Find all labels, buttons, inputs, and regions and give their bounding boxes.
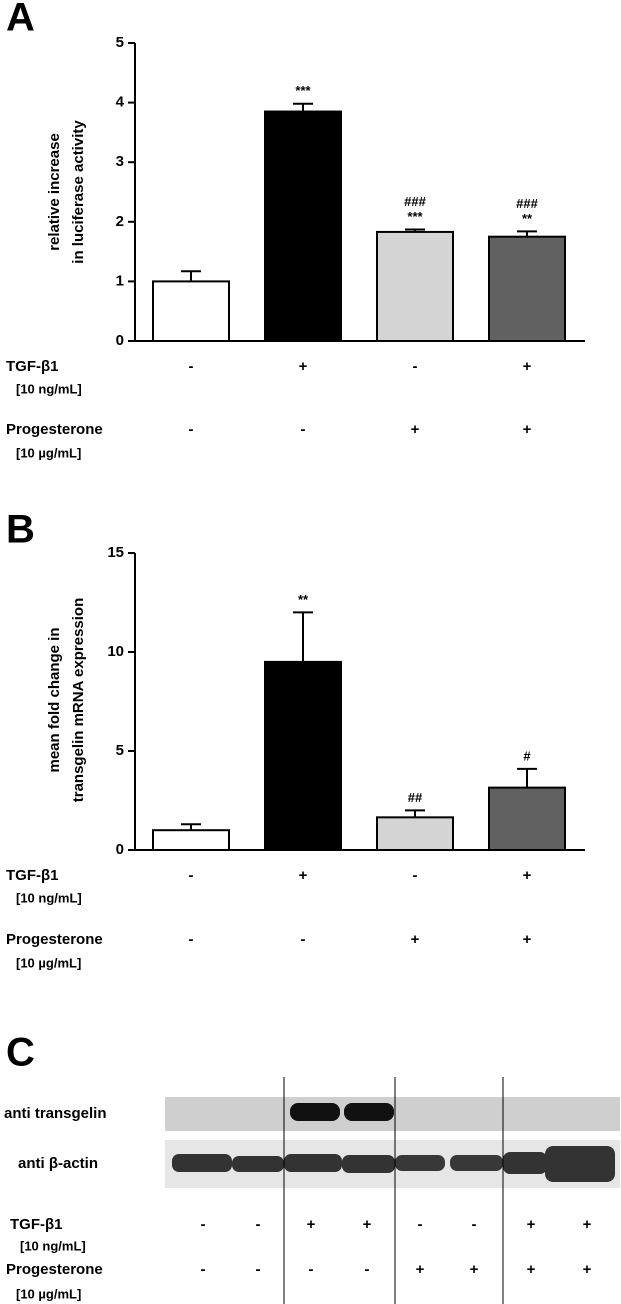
blot-band — [503, 1152, 547, 1174]
condition-sign: + — [363, 1216, 372, 1233]
condition-sign: - — [201, 1216, 206, 1233]
bar — [488, 786, 566, 852]
blot — [165, 1077, 620, 1304]
y-axis-label: relative increase — [46, 133, 63, 251]
significance: # — [523, 748, 531, 763]
y-axis-label: mean fold change in — [46, 627, 63, 772]
bar — [152, 280, 230, 342]
y-tick-label: 1 — [116, 272, 124, 289]
blot-band — [545, 1146, 615, 1182]
condition-sign: + — [416, 1261, 425, 1278]
condition-sign: - — [309, 1261, 314, 1278]
y-tick-label: 15 — [107, 544, 124, 561]
condition-name: TGF-β1 — [6, 358, 59, 375]
condition-sign: + — [527, 1216, 536, 1233]
y-tick-label: 5 — [116, 34, 124, 51]
condition-dose: [10 µg/mL] — [16, 445, 81, 460]
significance: ** — [522, 211, 533, 226]
condition-sign: + — [583, 1261, 592, 1278]
condition-name: Progesterone — [6, 1261, 103, 1278]
bar — [376, 230, 454, 343]
blot-band — [290, 1103, 340, 1121]
blot-band — [284, 1154, 342, 1172]
condition-sign: + — [523, 867, 532, 884]
condition-sign: - — [201, 1261, 206, 1278]
condition-sign: + — [470, 1261, 479, 1278]
condition-sign: - — [301, 421, 306, 438]
significance: *** — [407, 209, 423, 224]
y-tick-label: 4 — [116, 94, 125, 111]
condition-sign: + — [583, 1216, 592, 1233]
condition-sign: - — [189, 867, 194, 884]
y-tick-label: 10 — [107, 643, 124, 660]
condition-sign: - — [413, 867, 418, 884]
condition-dose: [10 ng/mL] — [16, 381, 82, 396]
condition-sign: + — [523, 421, 532, 438]
blot-band — [395, 1155, 445, 1171]
row-label: anti transgelin — [4, 1105, 107, 1122]
condition-sign: - — [413, 358, 418, 375]
y-tick-label: 2 — [116, 213, 124, 230]
bar — [376, 816, 454, 852]
condition-sign: - — [418, 1216, 423, 1233]
y-tick-label: 0 — [116, 332, 124, 349]
bar — [152, 829, 230, 852]
condition-sign: + — [527, 1261, 536, 1278]
condition-sign: - — [189, 358, 194, 375]
condition-dose: [10 µg/mL] — [16, 1286, 81, 1301]
condition-sign: - — [256, 1261, 261, 1278]
condition-sign: + — [307, 1216, 316, 1233]
y-axis-label: transgelin mRNA expression — [70, 598, 87, 803]
condition-dose: [10 ng/mL] — [16, 890, 82, 905]
y-tick-label: 0 — [116, 841, 124, 858]
condition-name: Progesterone — [6, 421, 103, 438]
condition-sign: + — [411, 421, 420, 438]
condition-name: Progesterone — [6, 931, 103, 948]
y-tick-label: 5 — [116, 742, 124, 759]
significance: ### — [516, 196, 538, 211]
blot-band — [342, 1155, 395, 1173]
bar — [488, 235, 566, 342]
blot-band — [344, 1103, 394, 1121]
y-tick-label: 3 — [116, 153, 124, 170]
row-label: anti β-actin — [18, 1155, 98, 1172]
bar — [264, 110, 342, 343]
condition-sign: - — [472, 1216, 477, 1233]
bar — [264, 660, 342, 852]
condition-name: TGF-β1 — [10, 1216, 63, 1233]
significance: ### — [404, 194, 426, 209]
panel-label: B — [6, 508, 35, 552]
condition-sign: - — [256, 1216, 261, 1233]
condition-sign: + — [523, 931, 532, 948]
condition-sign: - — [189, 931, 194, 948]
condition-sign: - — [301, 931, 306, 948]
blot-band — [232, 1156, 284, 1172]
panel-label: C — [6, 1031, 35, 1075]
significance: ## — [408, 790, 423, 805]
condition-sign: + — [299, 358, 308, 375]
condition-sign: + — [411, 931, 420, 948]
condition-dose: [10 µg/mL] — [16, 955, 81, 970]
blot-band — [450, 1155, 503, 1171]
significance: *** — [295, 83, 311, 98]
condition-dose: [10 ng/mL] — [20, 1238, 86, 1253]
panel-label: A — [6, 0, 35, 40]
condition-sign: + — [299, 867, 308, 884]
y-axis-label: in luciferase activity — [70, 120, 87, 264]
significance: ** — [298, 592, 309, 607]
condition-sign: - — [189, 421, 194, 438]
condition-name: TGF-β1 — [6, 867, 59, 884]
condition-sign: - — [365, 1261, 370, 1278]
condition-sign: + — [523, 358, 532, 375]
blot-band — [172, 1154, 232, 1172]
